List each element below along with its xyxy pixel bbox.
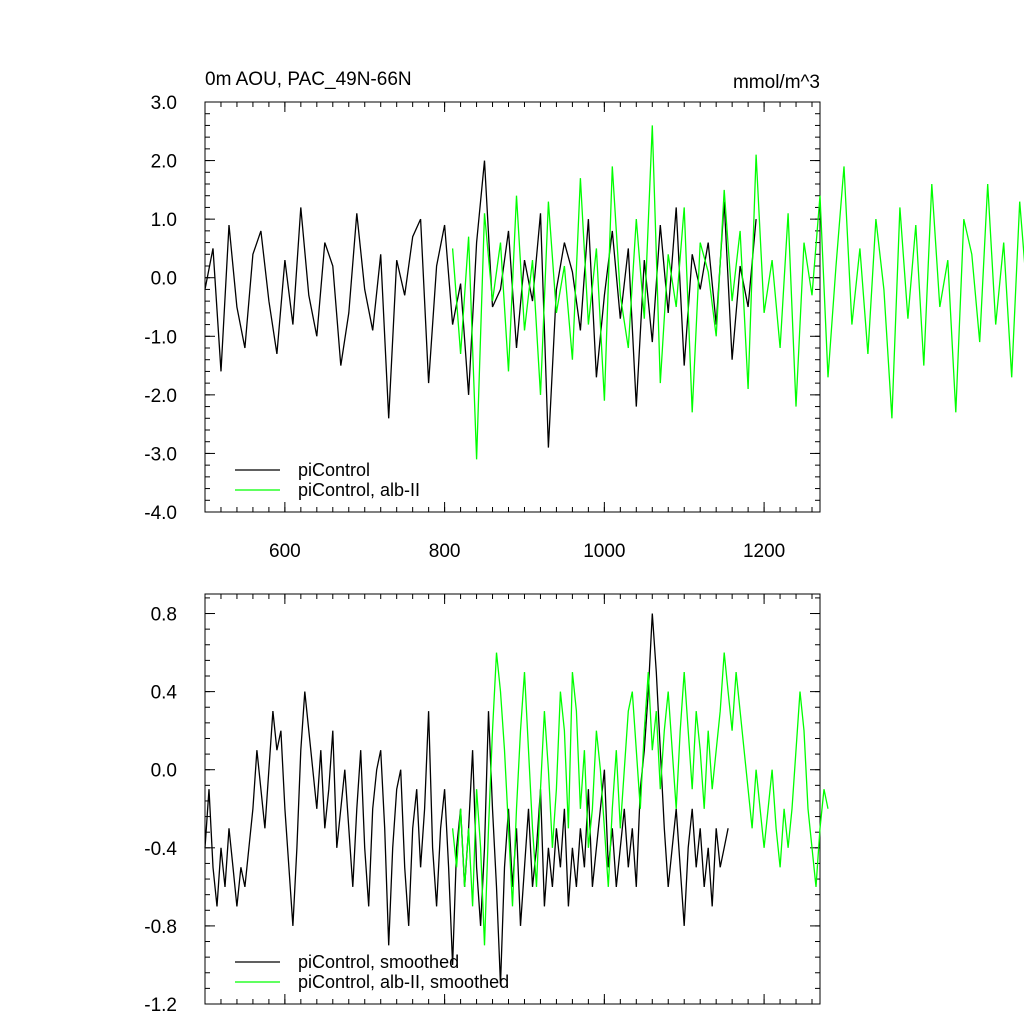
y-tick-label: 3.0 [151,93,177,114]
series-line-green [451,125,1024,460]
y-tick-label: -4.0 [144,503,177,524]
top-axis-ticks: 3.0 2.0 1.0 0.0 -1.0 -2.0 -3.0 -4.0 600 800 1000 12… [144,93,820,562]
y-tick-label: -0.4 [144,839,177,860]
x-tick-label: 1200 [743,541,785,562]
top-legend: piControl piControl, alb-II [235,460,420,500]
series-line-green [451,652,829,946]
bottom-data-lines [204,613,829,985]
y-tick-label: -3.0 [144,444,177,465]
legend-label-alb-ii: piControl, alb-II [298,480,420,500]
y-tick-label: -1.0 [144,327,177,348]
units-label: mmol/m^3 [733,72,820,93]
x-tick-label: 1000 [583,541,625,562]
bottom-plot-frame [204,593,821,1005]
figure-title: 0m AOU, PAC_49N-66N [205,69,412,90]
x-tick-label: 600 [269,541,301,562]
y-tick-label: 0.8 [151,605,177,626]
y-tick-label: -0.8 [144,917,177,938]
y-tick-label: -1.2 [144,995,177,1016]
y-tick-label: 0.4 [151,683,178,704]
bottom-axis-ticks: 0.8 0.4 0.0 -0.4 -0.8 -1.2 [144,594,820,1016]
top-plot-frame [204,101,821,513]
top-data-lines [204,125,1024,460]
series-line-black [204,160,757,448]
y-tick-label: -2.0 [144,386,177,407]
series-line-black [204,613,729,985]
legend-label-alb-ii-smoothed: piControl, alb-II, smoothed [298,972,509,992]
y-tick-label: 2.0 [151,152,177,173]
legend-label-pi-control-smoothed: piControl, smoothed [298,952,459,972]
y-tick-label: 1.0 [151,210,177,231]
y-tick-label: 0.0 [151,761,177,782]
top-panel: 0m AOU, PAC_49N-66N mmol/m^3 3.0 2.0 1.0 0.… [144,69,1024,562]
y-tick-label: 0.0 [151,269,177,290]
x-tick-label: 800 [429,541,461,562]
bottom-panel: 0.8 0.4 0.0 -0.4 -0.8 -1.2 piControl, smoothe… [144,593,829,1016]
bottom-legend: piControl, smoothed piControl, alb-II, s… [235,952,509,992]
legend-label-pi-control: piControl [298,460,370,480]
